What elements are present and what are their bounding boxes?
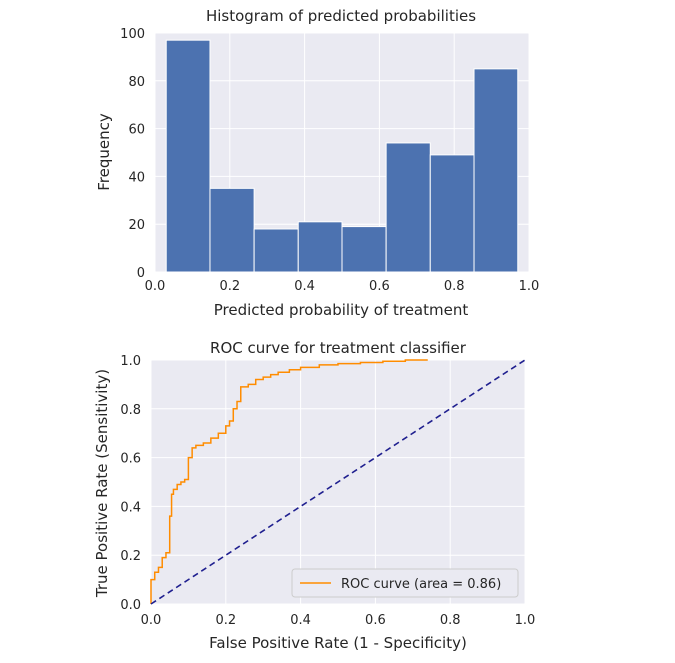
histogram-x-ticks: 0.0 0.2 0.4 0.6 0.8 1.0 — [145, 279, 540, 294]
histogram-y-tick-label: 0 — [137, 266, 145, 281]
histogram-bar — [473, 68, 519, 273]
histogram-x-tick-label: 1.0 — [519, 279, 540, 294]
histogram-y-tick-label: 20 — [128, 218, 145, 233]
histogram-panel: 0.0 0.2 0.4 0.6 0.8 1.0 0 20 40 60 80 100 Histogra… — [95, 7, 539, 319]
histogram-bar — [429, 154, 475, 273]
roc-curve-line — [150, 359, 428, 604]
histogram-x-tick-label: 0.0 — [145, 279, 166, 294]
histogram-y-tick-label: 60 — [128, 123, 145, 138]
histogram-x-tick-label: 0.6 — [369, 279, 390, 294]
roc-x-ticks: 0.0 0.2 0.4 0.6 0.8 1.0 — [141, 613, 536, 628]
histogram-bar — [297, 221, 343, 273]
histogram-x-axis-label: Predicted probability of treatment — [214, 301, 469, 319]
roc-y-tick-label: 1.0 — [120, 354, 141, 369]
histogram-y-tick-label: 100 — [120, 27, 145, 42]
roc-x-tick-label: 0.4 — [290, 613, 311, 628]
histogram-bar — [341, 226, 387, 273]
histogram-x-tick-label: 0.2 — [219, 279, 240, 294]
histogram-bar — [253, 228, 299, 273]
histogram-bars — [165, 39, 519, 273]
roc-grid — [150, 359, 526, 605]
roc-y-tick-label: 0.2 — [120, 549, 141, 564]
histogram-y-tick-label: 40 — [128, 170, 145, 185]
histogram-y-axis-label: Frequency — [95, 113, 113, 191]
histogram-y-tick-label: 80 — [128, 75, 145, 90]
roc-lines — [150, 359, 526, 605]
histogram-y-ticks: 0 20 40 60 80 100 — [120, 27, 145, 281]
roc-legend: ROC curve (area = 0.86) — [291, 568, 519, 598]
roc-y-ticks: 0.0 0.2 0.4 0.6 0.8 1.0 — [120, 354, 141, 613]
legend-box — [291, 568, 519, 598]
histogram-title: Histogram of predicted probabilities — [206, 7, 476, 25]
roc-panel: 0.0 0.2 0.4 0.6 0.8 1.0 0.0 0.2 0.4 0.6 0.8 1.0 RO… — [93, 339, 535, 652]
roc-x-tick-label: 0.0 — [141, 613, 162, 628]
roc-y-axis-label: True Positive Rate (Sensitivity) — [93, 369, 111, 598]
histogram-x-tick-label: 0.4 — [294, 279, 315, 294]
roc-x-tick-label: 0.8 — [440, 613, 461, 628]
roc-y-tick-label: 0.0 — [120, 598, 141, 613]
roc-x-tick-label: 1.0 — [515, 613, 536, 628]
legend-label-roc: ROC curve (area = 0.86) — [341, 577, 501, 592]
histogram-bar — [385, 142, 431, 273]
histogram-bar — [209, 187, 255, 273]
roc-x-axis-label: False Positive Rate (1 - Specificity) — [209, 634, 467, 652]
roc-chance-line — [150, 359, 526, 605]
roc-y-tick-label: 0.4 — [120, 500, 141, 515]
roc-y-tick-label: 0.8 — [120, 403, 141, 418]
roc-y-tick-label: 0.6 — [120, 452, 141, 467]
histogram-x-tick-label: 0.8 — [444, 279, 465, 294]
histogram-bar — [165, 39, 211, 273]
roc-x-tick-label: 0.2 — [215, 613, 236, 628]
roc-x-tick-label: 0.6 — [365, 613, 386, 628]
roc-title: ROC curve for treatment classifier — [210, 339, 467, 357]
